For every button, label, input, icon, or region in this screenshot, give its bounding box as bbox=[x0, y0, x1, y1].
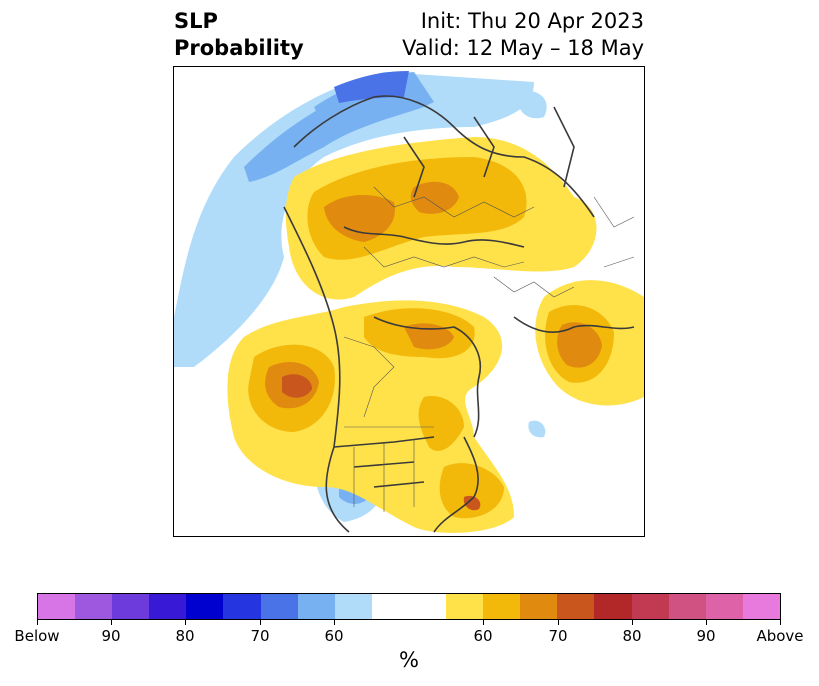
colorbar-tick-mark bbox=[780, 620, 781, 625]
colorbar-segment bbox=[112, 594, 150, 619]
colorbar-segment bbox=[371, 594, 447, 619]
colorbar-segment bbox=[668, 594, 706, 619]
probability-map bbox=[173, 66, 645, 537]
colorbar-segment bbox=[483, 594, 521, 619]
colorbar-tick-label: 70 bbox=[250, 627, 270, 645]
colorbar-tick-label: 90 bbox=[696, 627, 716, 645]
title-line-2: Probability bbox=[174, 36, 304, 60]
colorbar-tick-mark bbox=[185, 620, 186, 625]
colorbar-segment bbox=[705, 594, 743, 619]
colorbar-tick-label: Above bbox=[756, 627, 804, 645]
colorbar-segment bbox=[186, 594, 224, 619]
init-date: Init: Thu 20 Apr 2023 bbox=[420, 9, 644, 33]
colorbar-segment bbox=[334, 594, 372, 619]
forecast-dates: Init: Thu 20 Apr 2023 Valid: 12 May – 18… bbox=[402, 8, 644, 62]
colorbar bbox=[37, 593, 781, 620]
colorbar-tick-mark bbox=[706, 620, 707, 625]
colorbar-segment bbox=[520, 594, 558, 619]
coastlines bbox=[283, 95, 635, 533]
map-canvas bbox=[174, 71, 644, 533]
colorbar-tick-mark bbox=[483, 620, 484, 625]
colorbar-tick-mark bbox=[111, 620, 112, 625]
colorbar-tick-label: 90 bbox=[101, 627, 121, 645]
colorbar-segment bbox=[149, 594, 187, 619]
colorbar-tick-mark bbox=[37, 620, 38, 625]
colorbar-segment bbox=[223, 594, 261, 619]
colorbar-segment bbox=[260, 594, 298, 619]
colorbar-tick-label: 60 bbox=[473, 627, 493, 645]
colorbar-tick-label: 80 bbox=[175, 627, 195, 645]
political-borders bbox=[343, 186, 635, 512]
above-normal-regions bbox=[227, 137, 644, 533]
colorbar-tick-label: 70 bbox=[548, 627, 568, 645]
colorbar-tick-label: 60 bbox=[324, 627, 344, 645]
colorbar-tick-mark bbox=[334, 620, 335, 625]
colorbar-segment bbox=[594, 594, 632, 619]
colorbar-segment bbox=[38, 594, 76, 619]
colorbar-segment bbox=[75, 594, 113, 619]
colorbar-tick-label: Below bbox=[14, 627, 60, 645]
colorbar-tick-label: 80 bbox=[622, 627, 642, 645]
colorbar-segment bbox=[446, 594, 484, 619]
valid-range: Valid: 12 May – 18 May bbox=[402, 36, 644, 60]
colorbar-tick-mark bbox=[260, 620, 261, 625]
colorbar-segment bbox=[742, 594, 780, 619]
colorbar-segment bbox=[557, 594, 595, 619]
colorbar-tick-mark bbox=[558, 620, 559, 625]
colorbar-unit: % bbox=[399, 648, 419, 672]
title-line-1: SLP bbox=[174, 9, 218, 33]
colorbar-tick-mark bbox=[632, 620, 633, 625]
map-title: SLP Probability bbox=[174, 8, 304, 62]
colorbar-segment bbox=[631, 594, 669, 619]
colorbar-segment bbox=[297, 594, 335, 619]
